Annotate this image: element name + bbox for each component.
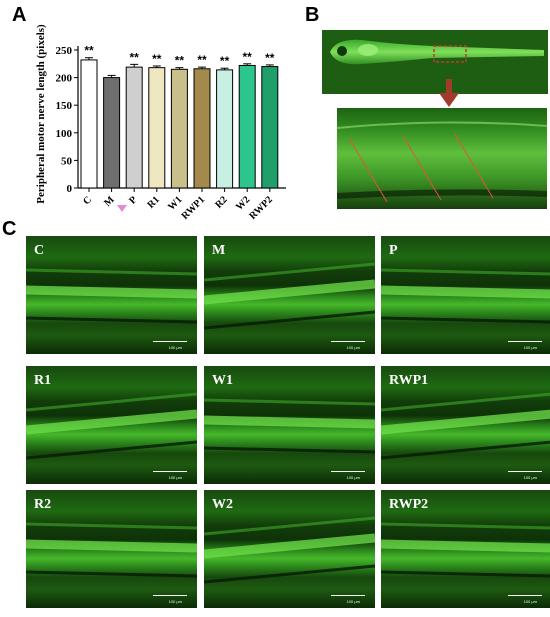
bar-rwp1 [193, 68, 211, 189]
micrograph-texture [204, 398, 375, 454]
larva-overview-image [322, 30, 548, 94]
bar-chart: Peripheral motor nerve length (pixels) 0… [35, 24, 286, 222]
panel-c-label: C [2, 218, 17, 240]
micrograph-label: C [34, 243, 45, 258]
scale-bar [508, 471, 542, 472]
micrograph-texture [204, 262, 375, 330]
significance-marker: ** [175, 54, 185, 68]
micrograph-label: W2 [212, 497, 233, 512]
significance-marker: ** [84, 44, 94, 58]
significance-marker: ** [220, 54, 230, 68]
micrograph-rwp2: RWP2 100 μm [381, 490, 550, 608]
micrograph-r1: R1 100 μm [26, 366, 197, 484]
scale-bar-label: 100 μm [346, 345, 360, 350]
bar-m [103, 77, 121, 189]
micrograph-label: RWP1 [389, 373, 429, 388]
x-tick-label: W2 [234, 194, 252, 212]
micrograph-c: C 100 μm [26, 236, 197, 354]
micrograph-texture [26, 522, 197, 578]
y-tick-label: 50 [61, 155, 73, 167]
micrograph-texture [26, 268, 197, 324]
nerve-trace-2 [402, 135, 442, 201]
zoom-region-box [433, 45, 467, 63]
scale-bar [508, 595, 542, 596]
scale-bar-label: 100 μm [523, 599, 537, 604]
y-tick-label: 150 [56, 100, 73, 112]
scale-bar-label: 100 μm [168, 599, 182, 604]
micrograph-label: M [212, 243, 226, 258]
scale-bar [508, 341, 542, 342]
micrograph-w1: W1 100 μm [204, 366, 375, 484]
down-arrow-icon [439, 79, 459, 107]
x-tick-label: P [127, 194, 139, 206]
significance-marker: ** [130, 50, 140, 64]
scale-bar-label: 100 μm [168, 475, 182, 480]
larva-zoom-drawing [337, 108, 547, 209]
scale-bar [331, 471, 365, 472]
larva-overview-drawing [322, 30, 548, 94]
scale-bar [153, 595, 187, 596]
x-tick-label: R1 [145, 194, 161, 210]
x-tick-label: R2 [213, 194, 229, 210]
p-marker-icon [117, 205, 127, 212]
micrograph-label: RWP2 [389, 497, 429, 512]
y-tick-label: 100 [56, 128, 73, 140]
bar-w2 [238, 64, 256, 189]
bar-c [80, 59, 98, 189]
x-tick-label: RWP2 [247, 194, 275, 222]
micrograph-texture [204, 516, 375, 584]
larva-body [330, 39, 544, 65]
micrograph-texture [26, 392, 197, 460]
larva-zoom-image [337, 108, 547, 209]
scale-bar-label: 100 μm [346, 475, 360, 480]
nerve-trace-1 [348, 137, 388, 203]
micrograph-texture [381, 392, 550, 460]
scale-bar-label: 100 μm [523, 345, 537, 350]
bar-r2 [216, 69, 234, 189]
nerve-trace-3 [454, 133, 494, 199]
scale-bar-label: 100 μm [523, 475, 537, 480]
scale-bar [153, 341, 187, 342]
y-axis-label: Peripheral motor nerve length (pixels) [35, 24, 47, 204]
scale-bar [331, 341, 365, 342]
y-tick-label: 200 [56, 73, 73, 85]
micrograph-rwp1: RWP1 100 μm [381, 366, 550, 484]
micrograph-w2: W2 100 μm [204, 490, 375, 608]
y-tick-label: 250 [56, 45, 73, 57]
x-tick-label: C [81, 194, 94, 207]
micrograph-r2: R2 100 μm [26, 490, 197, 608]
larva-eye [337, 46, 347, 56]
micrograph-p: P 100 μm [381, 236, 550, 354]
scale-bar-label: 100 μm [346, 599, 360, 604]
significance-marker: ** [243, 50, 253, 64]
bar-rwp2 [261, 66, 279, 189]
significance-marker: ** [197, 53, 207, 67]
significance-marker: ** [265, 51, 275, 65]
micrograph-m: M 100 μm [204, 236, 375, 354]
bar-p [125, 66, 143, 189]
scale-bar [331, 595, 365, 596]
bar-w1 [170, 68, 188, 189]
panel-a-label: A [12, 4, 27, 26]
micrograph-label: P [389, 243, 398, 258]
x-tick-label: W1 [166, 194, 184, 212]
micrograph-texture [381, 268, 550, 324]
micrograph-texture [381, 522, 550, 578]
scale-bar [153, 471, 187, 472]
micrograph-label: R2 [34, 497, 52, 512]
panel-b-label: B [305, 4, 320, 26]
scale-bar-label: 100 μm [168, 345, 182, 350]
significance-marker: ** [152, 52, 162, 66]
bar-r1 [148, 67, 166, 189]
x-tick-label: M [102, 194, 117, 209]
micrograph-label: R1 [34, 373, 52, 388]
x-tick-label: RWP1 [180, 194, 208, 222]
y-tick-label: 0 [67, 183, 73, 195]
micrograph-label: W1 [212, 373, 233, 388]
